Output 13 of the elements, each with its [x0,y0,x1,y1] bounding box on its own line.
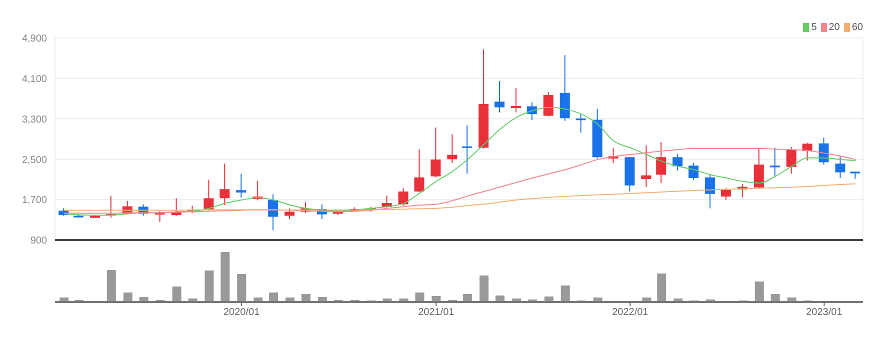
x-tick-label: 2021/01 [418,307,455,318]
y-tick-label: 4,900 [22,34,48,45]
x-tick-label: 2023/01 [806,307,843,318]
legend-label: 60 [852,22,863,33]
y-tick-label: 4,100 [22,74,48,85]
x-tick-label: 2020/01 [224,307,260,318]
legend-label: 5 [811,22,817,33]
legend-label: 20 [828,22,840,33]
y-tick-label: 2,500 [22,154,48,166]
y-tick-label: 1,700 [22,195,48,206]
y-tick-label: 900 [30,236,48,247]
y-tick-label: 3,300 [22,114,48,126]
x-tick-label: 2022/01 [612,307,649,318]
